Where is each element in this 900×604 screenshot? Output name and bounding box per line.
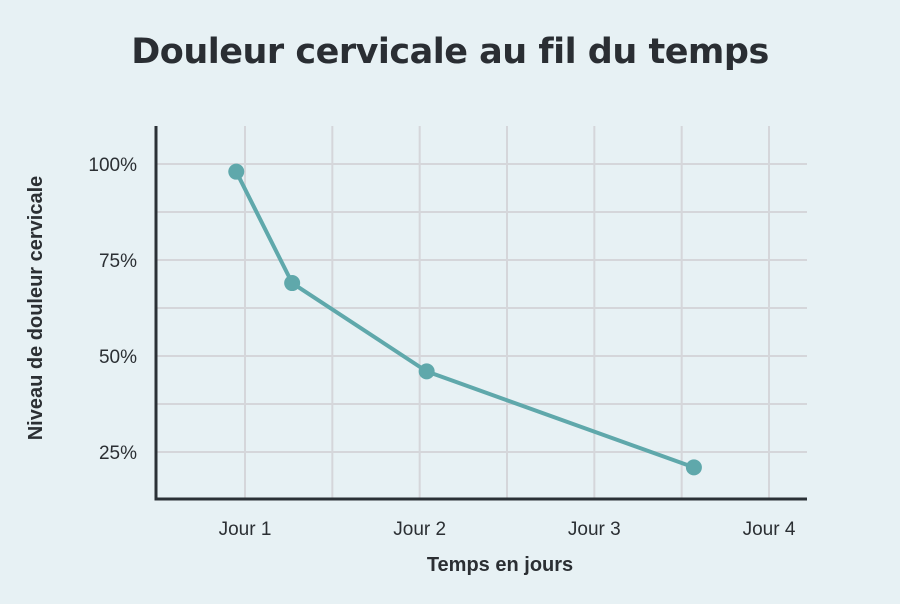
- grid-lines: [156, 126, 807, 499]
- data-point-marker: [228, 163, 245, 180]
- data-series: [228, 163, 702, 476]
- data-point-marker: [418, 363, 435, 380]
- y-tick-label: 50%: [99, 347, 137, 368]
- data-point-marker: [284, 275, 301, 292]
- axes: [154, 126, 807, 501]
- y-tick-label: 25%: [99, 443, 137, 464]
- x-tick-labels: Jour 1 Jour 2 Jour 3 Jour 4: [219, 519, 796, 540]
- series-line: [234, 169, 696, 470]
- y-axis-title: Niveau de douleur cervicale: [25, 176, 47, 441]
- chart-title: Douleur cervicale au fil du temps: [131, 32, 769, 72]
- y-tick-labels: 25% 50% 75% 100%: [88, 155, 137, 464]
- x-tick-label: Jour 1: [219, 519, 272, 540]
- y-tick-label: 100%: [88, 155, 137, 176]
- x-tick-label: Jour 4: [743, 519, 796, 540]
- y-tick-label: 75%: [99, 251, 137, 272]
- x-tick-label: Jour 2: [393, 519, 446, 540]
- x-axis-title: Temps en jours: [427, 554, 573, 576]
- data-point-marker: [685, 459, 702, 476]
- x-tick-label: Jour 3: [568, 519, 621, 540]
